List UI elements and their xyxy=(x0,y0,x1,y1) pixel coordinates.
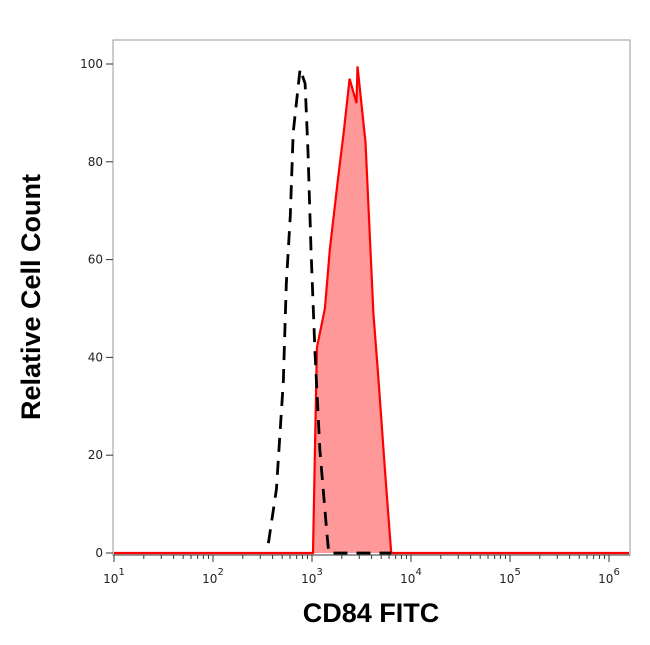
x-tick-exponent: 3 xyxy=(316,567,322,578)
x-tick-label: 105 xyxy=(499,567,521,586)
x-tick-exponent: 4 xyxy=(415,567,421,578)
series-line-1 xyxy=(267,68,392,555)
x-tick-exponent: 2 xyxy=(217,567,223,578)
x-tick-exponent: 5 xyxy=(514,567,520,578)
y-tick-label: 60 xyxy=(88,253,103,267)
y-axis-label: Relative Cell Count xyxy=(16,174,46,420)
y-tick-label: 80 xyxy=(88,155,103,169)
y-tick-label: 100 xyxy=(80,57,103,71)
x-tick-label: 106 xyxy=(598,567,620,586)
y-tick-label: 20 xyxy=(88,448,103,462)
x-tick-exponent: 1 xyxy=(118,567,124,578)
y-tick-label: 0 xyxy=(95,546,103,560)
x-tick-label: 104 xyxy=(400,567,422,586)
y-tick-label: 40 xyxy=(88,350,103,364)
series-fill-0 xyxy=(114,66,629,554)
x-axis-label: CD84 FITC xyxy=(303,598,440,628)
x-tick-label: 103 xyxy=(301,567,323,586)
x-tick-label: 101 xyxy=(103,567,125,586)
x-tick-exponent: 6 xyxy=(613,567,619,578)
x-tick-label: 102 xyxy=(202,567,224,586)
series-line-0 xyxy=(114,66,629,555)
